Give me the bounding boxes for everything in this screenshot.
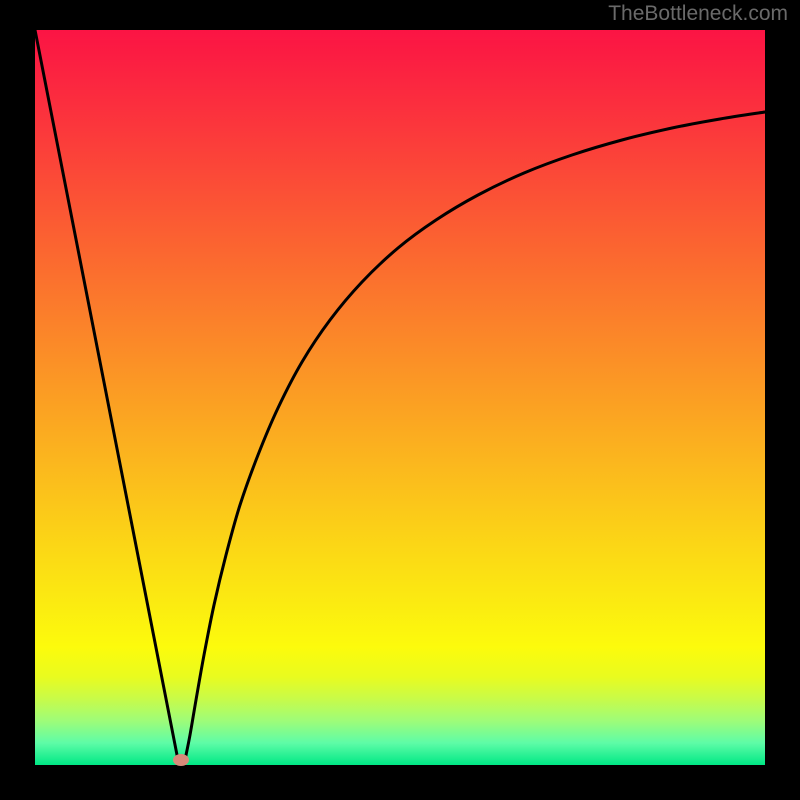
bottleneck-chart	[0, 0, 800, 800]
plot-background	[35, 30, 765, 765]
chart-container: { "attribution": "TheBottleneck.com", "c…	[0, 0, 800, 800]
min-marker	[173, 754, 189, 766]
attribution-text: TheBottleneck.com	[608, 2, 788, 26]
